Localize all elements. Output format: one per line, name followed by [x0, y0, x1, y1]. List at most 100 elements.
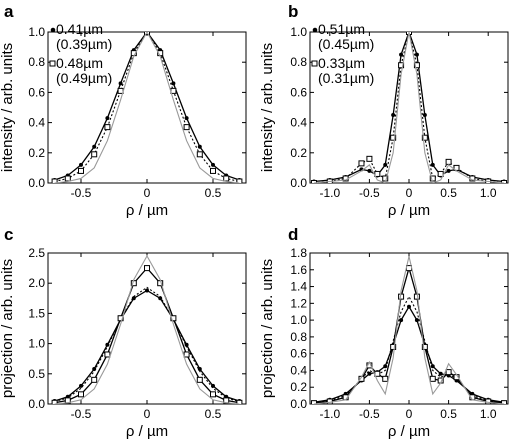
data-point-open-square: [437, 170, 444, 177]
data-point-open-square: [310, 180, 317, 183]
data-point-filled: [414, 318, 419, 323]
series-line-2: [54, 267, 240, 404]
legend: 0.51µm(0.45µm) 0.33µm(0.31µm): [311, 21, 374, 86]
data-point-open-square: [366, 155, 373, 162]
panel-label: d: [288, 225, 298, 244]
data-point-filled: [383, 162, 388, 167]
data-point-filled: [79, 162, 83, 167]
x-axis-title: ρ / µm: [126, 202, 168, 219]
data-point-filled: [367, 371, 372, 376]
series-line-3: [313, 256, 505, 404]
legend-entry-text: (0.49µm): [56, 70, 112, 86]
x-tick-label: 0.5: [440, 186, 457, 200]
data-point-open-square: [398, 62, 405, 69]
data-point-filled: [211, 162, 215, 167]
y-tick-label: 0.2: [28, 146, 45, 160]
data-point-open-square: [144, 265, 150, 272]
data-point-open-square: [144, 32, 150, 35]
x-tick-label: 0: [406, 407, 413, 421]
data-point-open-square: [236, 178, 243, 183]
x-tick-label: -1.0: [319, 407, 340, 421]
panel-d: d -1.0 -0.5 0 0.5 1.0 0.0 0.2 0.4 0.6 0.8 1.0 1.2 1.4…: [259, 225, 509, 440]
data-point-open-square: [183, 124, 190, 131]
y-tick-label: 2.5: [28, 246, 45, 260]
series-group: [310, 32, 508, 183]
data-point-open-square: [196, 376, 203, 383]
y-tick-label: 0.6: [290, 347, 307, 361]
data-point-open-square: [91, 151, 98, 158]
data-point-open-square: [445, 158, 452, 165]
data-point-open-square: [421, 134, 428, 141]
data-point-open-square: [104, 351, 111, 358]
x-tick-label: 0: [406, 186, 413, 200]
legend-entry-text: 0.41µm: [56, 21, 103, 37]
data-point-open-square: [91, 376, 98, 383]
y-tick-label: 2.0: [28, 276, 45, 290]
y-tick-label: 0.0: [290, 176, 307, 190]
series-group: [310, 256, 508, 404]
data-point-open-square: [501, 400, 508, 404]
data-point-filled: [145, 288, 149, 293]
data-point-open-square: [374, 170, 381, 177]
y-axis-title: projection / arb. units: [0, 259, 16, 398]
series-line-2: [313, 32, 505, 183]
legend-entry-text: (0.39µm): [56, 36, 112, 52]
panel-c: c -0.5 0 0.5 0.0 0.5 1.0 1.5 2.0 2.5 ρ / µm project…: [0, 225, 247, 440]
y-tick-label: 0.0: [290, 397, 307, 411]
y-tick-label: 1.2: [290, 296, 307, 310]
series-line-2: [313, 265, 505, 404]
legend-marker-open-square: [311, 60, 318, 67]
series-line-3: [54, 254, 240, 404]
x-tick-label: -0.5: [359, 407, 380, 421]
data-point-filled: [446, 168, 451, 173]
series-line-0: [54, 32, 240, 181]
x-tick-label: 0: [144, 407, 151, 421]
data-point-open-square: [429, 375, 436, 382]
data-point-filled: [438, 371, 443, 376]
data-point-open-square: [326, 398, 333, 404]
x-tick-label: 0.5: [205, 407, 222, 421]
y-tick-label: 0.6: [28, 85, 45, 99]
data-point-open-square: [421, 343, 428, 350]
x-tick-label: -0.5: [359, 186, 380, 200]
legend-marker-filled-dot: [312, 27, 318, 33]
legend-entry-text: 0.33µm: [318, 55, 365, 71]
y-tick-label: 1.0: [28, 337, 45, 351]
data-point-open-square: [210, 391, 216, 398]
data-point-filled: [118, 81, 123, 86]
legend-entry-text: 0.51µm: [318, 21, 365, 37]
x-axis-title: ρ / µm: [388, 202, 430, 219]
data-point-filled: [407, 304, 411, 309]
y-tick-label: 1.8: [290, 246, 307, 260]
series-line-0: [313, 305, 505, 403]
y-axis-title: intensity / arb. units: [0, 43, 16, 172]
y-tick-label: 0.8: [290, 330, 307, 344]
axes-frame: [47, 252, 247, 405]
y-axis-title: projection / arb. units: [259, 259, 276, 398]
series-group: [51, 32, 243, 183]
data-point-open-square: [196, 151, 203, 158]
panel-label: a: [4, 2, 14, 21]
data-point-open-square: [64, 175, 71, 182]
data-point-open-square: [183, 351, 190, 358]
series-line-1: [313, 295, 505, 404]
data-point-filled: [92, 144, 97, 149]
data-point-filled: [414, 52, 419, 57]
x-tick-label: -1.0: [319, 186, 340, 200]
y-tick-label: 1.0: [290, 313, 307, 327]
data-point-open-square: [51, 178, 58, 183]
data-point-filled: [105, 116, 110, 121]
series-group: [51, 254, 243, 404]
y-tick-label: 1.5: [28, 306, 45, 320]
y-tick-label: 1.6: [290, 263, 307, 277]
data-point-open-square: [78, 391, 84, 398]
y-tick-label: 1.0: [28, 25, 45, 39]
y-tick-label: 0.8: [28, 55, 45, 69]
data-point-open-square: [78, 167, 84, 174]
y-tick-label: 1.4: [290, 280, 307, 294]
y-tick-label: 0.6: [290, 85, 307, 99]
data-point-filled: [79, 383, 83, 388]
x-tick-label: 1.0: [480, 186, 497, 200]
data-point-filled: [171, 81, 176, 86]
legend-entry-text: (0.45µm): [318, 36, 374, 52]
